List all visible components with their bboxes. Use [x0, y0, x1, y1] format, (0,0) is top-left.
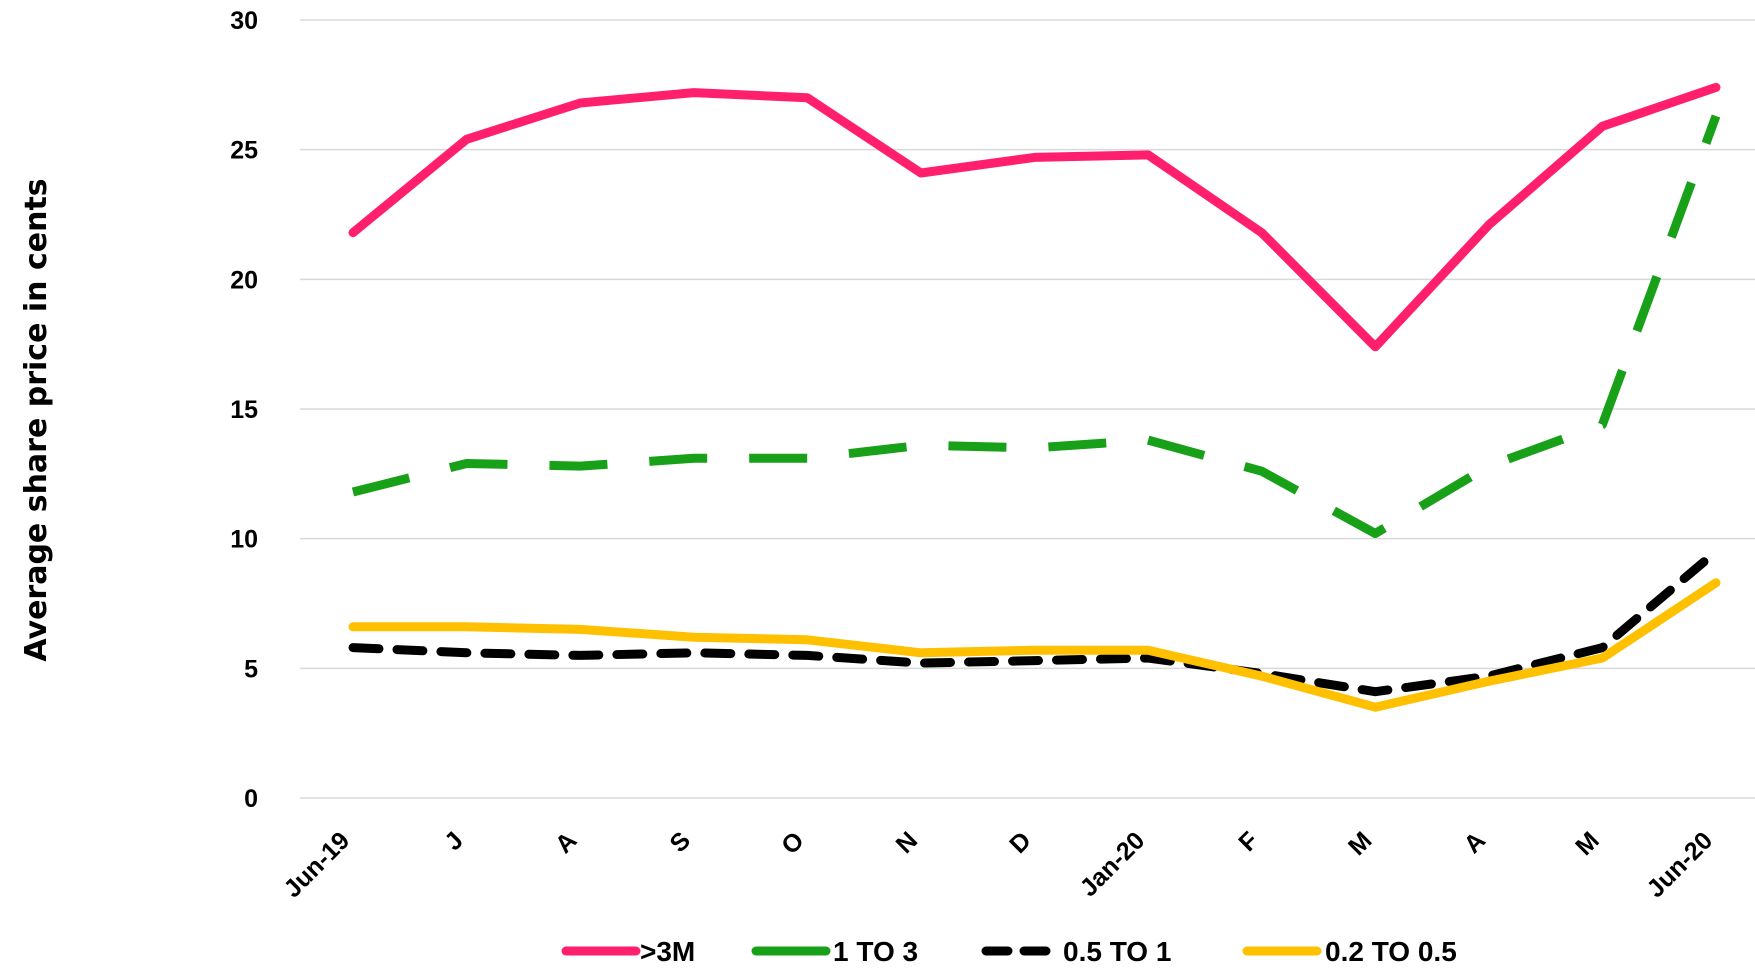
y-tick-label: 25	[230, 137, 258, 165]
series-line-2	[351, 114, 1721, 538]
x-tick-label: Jan-20	[1075, 826, 1151, 902]
legend-label: 0.5 TO 1	[1063, 936, 1171, 967]
y-tick-label: 5	[244, 655, 258, 683]
x-tick-label: D	[1004, 826, 1037, 859]
y-tick-label: 15	[230, 396, 258, 424]
series-line-3	[348, 547, 1721, 697]
legend: >3M 1 TO 3 0.5 TO 1 0.2 TO 0.5	[561, 936, 1457, 967]
x-tick-label: J	[439, 826, 469, 856]
y-axis-ticks: 0 5 10 15 20 25 30	[230, 7, 258, 813]
y-tick-label: 20	[230, 266, 258, 294]
legend-label: >3M	[640, 936, 695, 967]
x-tick-label: A	[550, 826, 583, 859]
gridlines	[300, 19, 1755, 799]
x-tick-label: M	[1343, 826, 1378, 861]
x-tick-label: O	[776, 826, 810, 860]
y-axis-label: Average share price in cents	[19, 178, 54, 661]
series-lines	[348, 82, 1721, 712]
x-tick-label: M	[1570, 826, 1605, 861]
series-line-1	[348, 82, 1721, 352]
x-tick-label: A	[1459, 826, 1492, 859]
x-axis-ticks: Jun-19 J A S O N D Jan-20 F M A M Jun-20	[278, 826, 1718, 903]
x-tick-label: S	[664, 826, 696, 858]
series-line-4	[348, 578, 1721, 712]
x-tick-label: N	[891, 826, 924, 859]
x-tick-label: F	[1233, 826, 1264, 857]
y-tick-label: 10	[230, 526, 258, 554]
x-tick-label: Jun-19	[278, 826, 355, 903]
legend-label: 1 TO 3	[833, 936, 918, 967]
x-tick-label: Jun-20	[1641, 826, 1718, 903]
y-tick-label: 30	[230, 7, 258, 35]
y-tick-label: 0	[244, 785, 258, 813]
legend-label: 0.2 TO 0.5	[1325, 936, 1457, 967]
